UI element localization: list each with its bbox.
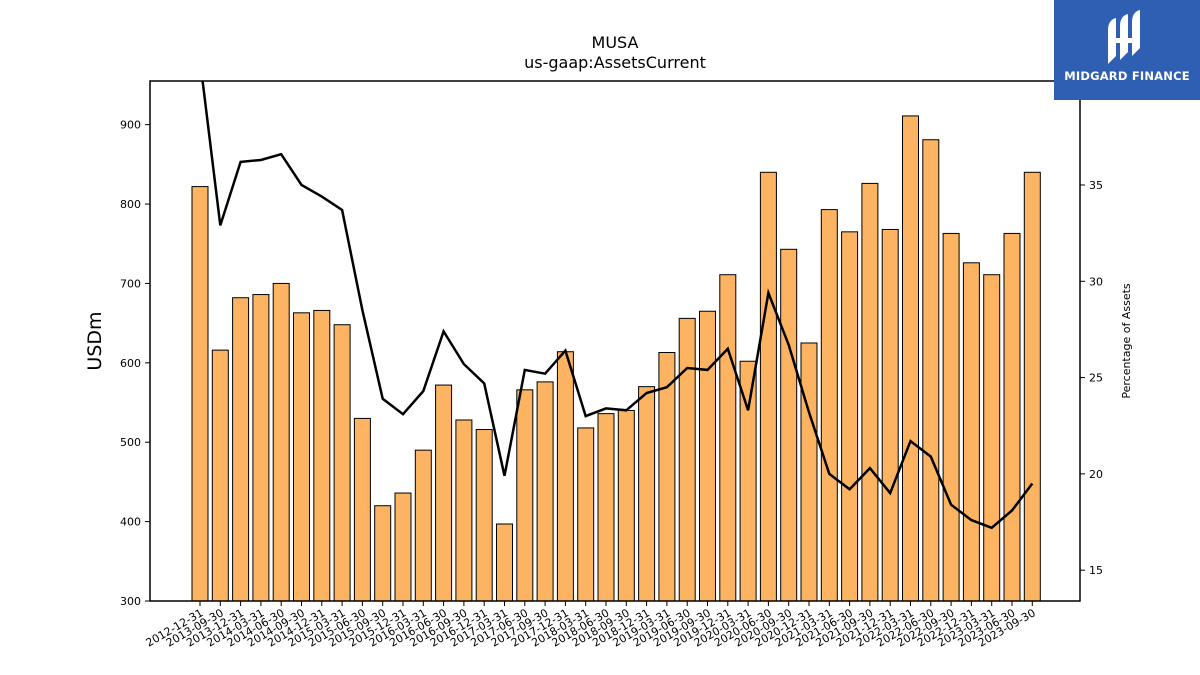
- bar-2017-09-30: [536, 381, 554, 602]
- y-tick-label: 800: [120, 198, 141, 211]
- bar-2022-09-30: [942, 232, 960, 602]
- bar-2013-12-31: [232, 297, 250, 602]
- bar-2012-12-31: [191, 186, 209, 602]
- bar-2015-09-30: [374, 505, 392, 602]
- bar-2021-06-30: [841, 231, 859, 602]
- brand-logo: MIDGARD FINANCE: [1054, 0, 1200, 100]
- bar-2016-06-30: [435, 384, 453, 602]
- bar-2020-12-31: [800, 342, 818, 602]
- bar-2014-06-30: [272, 282, 290, 602]
- bar-2018-12-31: [638, 386, 656, 602]
- bars: [191, 115, 1041, 602]
- bar-2020-06-30: [759, 171, 777, 602]
- y2-axis-label: Percentage of Assets: [1120, 283, 1133, 399]
- y2-tick-label: 25: [1089, 372, 1103, 385]
- bar-2019-12-31: [719, 274, 737, 602]
- bar-2021-09-30: [861, 182, 879, 602]
- y-tick-label: 900: [120, 119, 141, 132]
- bar-2019-06-30: [678, 317, 696, 602]
- y2-axis: 15 20 25 30 35: [1080, 179, 1103, 577]
- logo-mark-icon: [1108, 10, 1140, 64]
- plot-frame: [149, 80, 1081, 602]
- bar-2015-06-30: [353, 417, 371, 602]
- bar-2016-12-31: [475, 429, 493, 602]
- bar-2022-03-31: [902, 115, 919, 602]
- y-tick-label: 600: [120, 357, 141, 370]
- bar-2022-12-31: [962, 262, 980, 602]
- x-axis: 2012-12-312013-09-302013-12-312014-03-31…: [144, 601, 1038, 650]
- bar-2023-06-30: [1003, 232, 1021, 602]
- bar-2021-03-31: [820, 209, 838, 602]
- bar-2014-12-31: [313, 309, 331, 602]
- bar-2015-03-31: [333, 324, 351, 602]
- chart-subtitle: us-gaap:AssetsCurrent: [524, 53, 706, 72]
- bar-2023-09-30: [1023, 171, 1041, 602]
- bar-2016-09-30: [455, 419, 473, 602]
- bar-2018-06-30: [597, 413, 615, 602]
- bar-2017-12-31: [556, 351, 574, 602]
- y-tick-label: 400: [120, 516, 141, 529]
- pct-assets-line: [201, 81, 1034, 530]
- bar-2015-12-31: [394, 492, 412, 602]
- y-axis-label: USDm: [84, 311, 106, 370]
- bar-2019-09-30: [699, 310, 716, 602]
- y2-tick-label: 20: [1089, 468, 1103, 481]
- bar-2023-03-31: [983, 274, 1001, 602]
- y-tick-label: 500: [120, 436, 141, 449]
- bar-2022-06-30: [922, 139, 940, 602]
- chart-title: MUSA: [592, 33, 639, 52]
- logo-text: MIDGARD FINANCE: [1064, 69, 1190, 83]
- bar-2013-09-30: [211, 349, 229, 602]
- bar-2016-03-31: [414, 449, 432, 602]
- y-tick-label: 300: [120, 595, 141, 608]
- bar-2018-03-31: [577, 427, 595, 602]
- y2-tick-label: 30: [1089, 275, 1103, 288]
- y2-tick-label: 35: [1089, 179, 1103, 192]
- line-layer: [201, 81, 1034, 530]
- bar-2014-03-31: [252, 294, 270, 602]
- bar-2017-06-30: [516, 389, 534, 602]
- bar-2021-12-31: [881, 228, 899, 602]
- y-axis: 300 400 500 600 700 800 900: [120, 119, 150, 608]
- bar-2014-09-30: [293, 312, 310, 602]
- bar-2017-03-31: [496, 523, 513, 602]
- y-tick-label: 700: [120, 277, 141, 290]
- bar-2018-09-30: [617, 409, 635, 602]
- bar-2020-09-30: [780, 248, 798, 602]
- y2-tick-label: 15: [1089, 564, 1103, 577]
